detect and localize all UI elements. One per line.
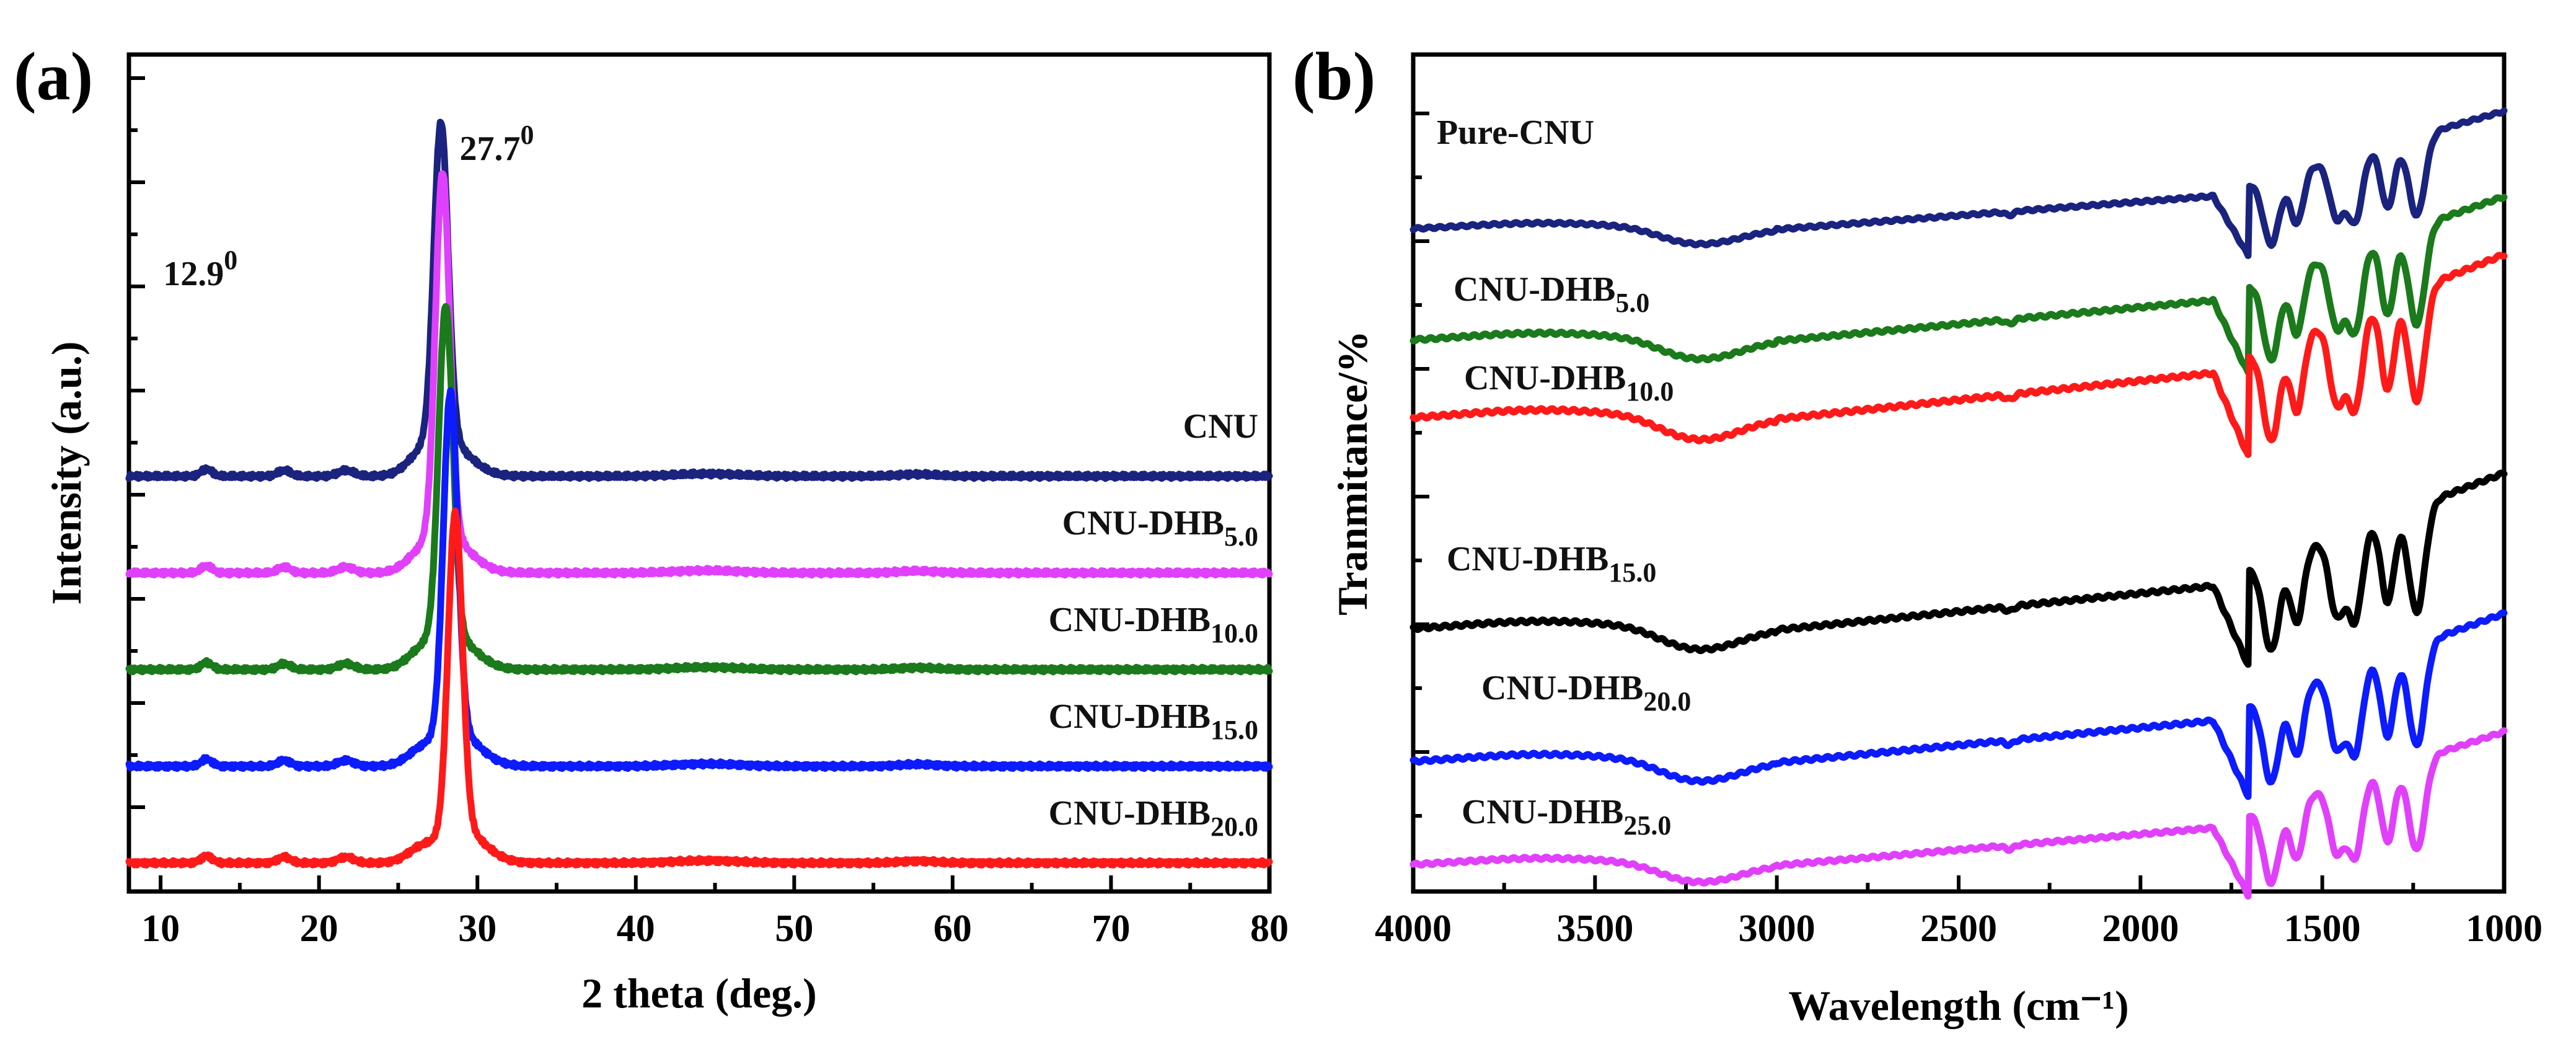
panel-a-x-tick-label: 60 bbox=[933, 908, 972, 950]
panel-a-x-tick-label: 20 bbox=[300, 908, 338, 950]
panel-b-x-tick-label: 1500 bbox=[2284, 908, 2361, 950]
panel-b-label: (b) bbox=[1292, 38, 1375, 114]
panel-a-series-label: CNU-DHB20.0 bbox=[1049, 794, 1258, 842]
panel-a-x-tick-label: 80 bbox=[1250, 908, 1289, 950]
panel-a-label: (a) bbox=[14, 38, 93, 114]
panel-b-curve-2 bbox=[1409, 193, 2508, 376]
panel-b-series-label: CNU-DHB15.0 bbox=[1447, 540, 1656, 588]
panel-b-x-ticks: 4000 3500 3000 2500 2000 1500 1000 bbox=[1375, 875, 2543, 950]
panel-a-x-tick-label: 50 bbox=[775, 908, 813, 950]
panel-b-curve-4 bbox=[1409, 469, 2508, 668]
panel-b-y-axis-label: Tranmitance/% bbox=[1329, 330, 1376, 616]
panel-a-x-tick-label: 10 bbox=[141, 908, 180, 950]
panel-a-y-axis-label: Intensity (a.u.) bbox=[43, 341, 90, 604]
panel-b-x-tick-label: 1000 bbox=[2466, 908, 2543, 950]
panel-a-annotations: 12.90 27.70 bbox=[163, 120, 534, 293]
panel-a-x-axis-label: 2 theta (deg.) bbox=[581, 970, 817, 1017]
panel-a-series-label: CNU-DHB10.0 bbox=[1049, 601, 1258, 648]
panel-a-curve-2 bbox=[125, 170, 1273, 579]
panel-a-curve-1 bbox=[125, 118, 1273, 482]
panel-a-xrd: (a) 10 20 30 40 50 60 70 80 CNU CNU-DHB5.0 CNU-DH… bbox=[14, 38, 1289, 1017]
panel-a-curves bbox=[125, 118, 1273, 869]
panel-a-curve-4 bbox=[125, 387, 1273, 772]
panel-b-series-label: CNU-DHB5.0 bbox=[1453, 270, 1649, 318]
panel-a-x-ticks: 10 20 30 40 50 60 70 80 bbox=[141, 875, 1289, 950]
panel-a-series-label: CNU-DHB15.0 bbox=[1049, 697, 1258, 745]
panel-b-curve-5 bbox=[1409, 609, 2508, 800]
panel-b-curves bbox=[1409, 107, 2508, 900]
panel-b-ftir: (b) 4000 3500 3000 2500 2000 1500 1000 Pure-CN… bbox=[1292, 38, 2543, 1029]
panel-b-y-ticks bbox=[1413, 112, 1429, 818]
panel-a-peak-annotation: 12.90 bbox=[163, 245, 237, 293]
panel-a-peak-annotation: 27.70 bbox=[459, 120, 534, 168]
panel-a-x-tick-label: 40 bbox=[617, 908, 655, 950]
panel-a-series-label: CNU bbox=[1183, 407, 1258, 446]
panel-b-frame bbox=[1411, 52, 2507, 894]
panel-b-curve-6 bbox=[1409, 727, 2508, 900]
panel-a-curve-5 bbox=[125, 507, 1273, 869]
panel-b-x-tick-label: 3500 bbox=[1556, 908, 1633, 950]
panel-b-series-label: Pure-CNU bbox=[1437, 113, 1594, 152]
panel-b-x-tick-label: 4000 bbox=[1375, 908, 1452, 950]
panel-a-series-label: CNU-DHB5.0 bbox=[1062, 504, 1258, 552]
panel-a-x-tick-label: 30 bbox=[458, 908, 496, 950]
panel-b-x-tick-label: 2500 bbox=[1920, 908, 1997, 950]
panel-a-x-tick-label: 70 bbox=[1092, 908, 1130, 950]
panel-a-series-labels: CNU CNU-DHB5.0 CNU-DHB10.0 CNU-DHB15.0 CNU-D… bbox=[1049, 407, 1258, 842]
panel-b-series-labels: Pure-CNU CNU-DHB5.0 CNU-DHB10.0 CNU-DHB15.0… bbox=[1437, 113, 1691, 841]
panel-b-series-label: CNU-DHB20.0 bbox=[1481, 669, 1691, 717]
panel-b-curve-3 bbox=[1409, 252, 2508, 458]
panel-a-curve-3 bbox=[125, 303, 1273, 676]
panel-b-x-tick-label: 2000 bbox=[2102, 908, 2179, 950]
panel-a-y-ticks bbox=[129, 76, 145, 809]
panel-b-series-label: CNU-DHB25.0 bbox=[1462, 793, 1671, 841]
panel-b-x-tick-label: 3000 bbox=[1739, 908, 1815, 950]
panel-b-series-label: CNU-DHB10.0 bbox=[1464, 359, 1674, 407]
panel-b-curve-1 bbox=[1409, 107, 2508, 259]
panel-b-x-axis-label: Wavelength (cm⁻¹) bbox=[1788, 982, 2128, 1029]
